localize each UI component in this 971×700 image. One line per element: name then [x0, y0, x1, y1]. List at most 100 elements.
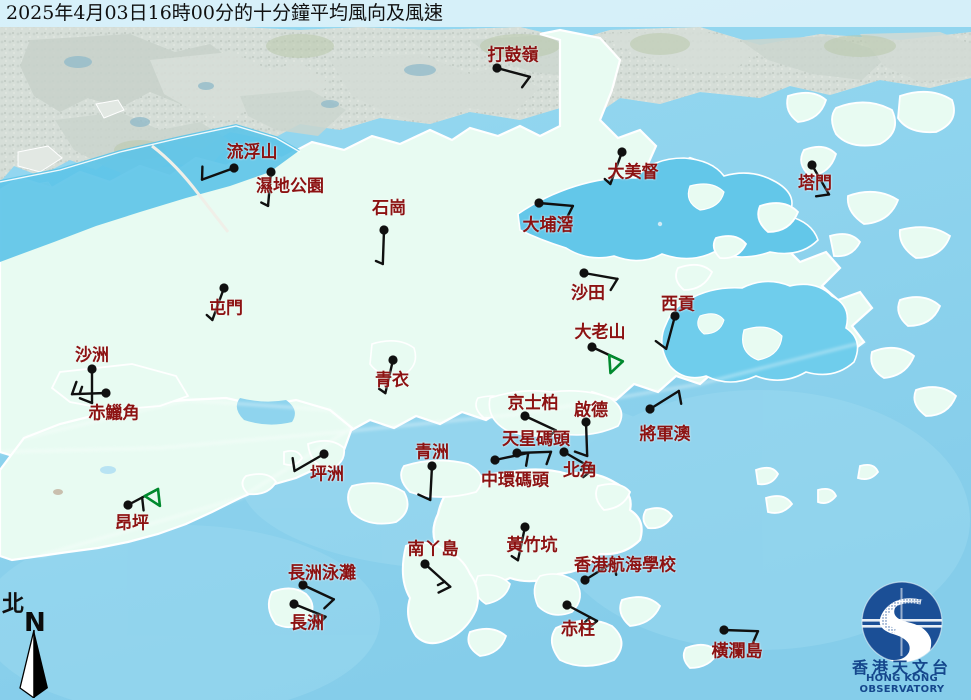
wind-station — [70, 380, 111, 398]
wind-barb-shaft — [381, 228, 386, 266]
wind-barb-shaft — [665, 314, 677, 351]
station-dot — [579, 268, 589, 278]
wind-barb-half-5kt — [583, 616, 592, 624]
wind-barb-full-10kt — [545, 429, 558, 441]
station-dot — [492, 63, 502, 73]
wind-station — [579, 268, 619, 292]
wind-barb-half-5kt — [510, 554, 520, 562]
wind-barb-full-10kt — [573, 450, 589, 458]
wind-station — [510, 522, 530, 562]
wind-barb-full-10kt — [814, 193, 831, 198]
wind-barb-half-5kt — [312, 612, 320, 621]
wind-barb-shaft — [562, 450, 595, 471]
wind-station — [298, 580, 336, 610]
wind-station — [562, 600, 599, 631]
wind-barb-half-5kt — [374, 259, 385, 266]
wind-barb-full-10kt — [140, 496, 145, 512]
wind-barb-half-5kt — [260, 201, 270, 208]
wind-barb-shaft — [211, 286, 226, 322]
wind-station — [123, 487, 162, 512]
compass-north-letter-label: N — [24, 608, 46, 638]
station-dot — [534, 198, 544, 208]
wind-station — [719, 625, 760, 645]
wind-station — [603, 147, 627, 186]
wind-station — [587, 342, 625, 375]
wind-station — [534, 198, 575, 219]
wind-barb-full-10kt — [677, 389, 683, 405]
station-dot — [87, 364, 97, 374]
wind-barb-full-10kt — [585, 619, 599, 631]
hko-logo: 香港天文台 HONG KONG OBSERVATORY — [837, 578, 967, 698]
wind-barb-shaft — [648, 389, 681, 411]
tolo-harbour-water — [517, 157, 819, 262]
station-dot — [420, 559, 430, 569]
wind-station — [78, 364, 97, 405]
wind-barb-shaft — [515, 450, 553, 455]
compass-rose: 北 N — [2, 586, 66, 700]
hong-kong-island — [432, 468, 643, 616]
wind-barb-shaft — [582, 271, 619, 281]
wind-station — [580, 560, 618, 585]
station-dot — [807, 160, 817, 170]
station-dot — [289, 599, 299, 609]
wind-barb-shaft — [200, 166, 236, 181]
wind-station — [374, 225, 389, 266]
wind-barb-shaft — [810, 163, 831, 196]
wind-barb-shaft — [493, 451, 530, 462]
wind-barb-full-10kt — [654, 339, 668, 351]
wind-barb-full-10kt — [291, 456, 296, 473]
wind-barb-full-10kt — [437, 585, 452, 594]
wind-barb-shaft — [423, 562, 452, 588]
hko-emblem-icon — [861, 581, 943, 663]
wind-station — [260, 167, 276, 208]
wind-barb-shaft — [70, 391, 108, 396]
wind-barb-shaft — [722, 628, 760, 633]
wind-barb-shaft — [583, 560, 616, 582]
wind-barb-shaft — [537, 201, 575, 208]
station-dot — [587, 342, 597, 352]
wind-barb-shaft — [292, 602, 327, 618]
wind-barb-half-5kt — [603, 177, 612, 186]
wind-station — [200, 163, 239, 181]
wind-station — [377, 355, 398, 395]
wind-station — [205, 283, 229, 322]
wind-barb-pennant-50kt — [143, 487, 162, 508]
wind-station — [573, 417, 591, 458]
coast-glow — [0, 341, 865, 557]
wind-station — [289, 599, 327, 628]
outlying-islands — [241, 90, 958, 669]
wind-barb-full-10kt — [520, 75, 532, 89]
wind-station — [492, 63, 532, 89]
wind-station — [291, 449, 329, 473]
wind-station — [417, 461, 437, 502]
station-dot — [298, 580, 308, 590]
station-dot — [670, 311, 680, 321]
wind-station — [645, 389, 683, 414]
wind-barb-full-10kt — [565, 204, 575, 219]
wind-station — [490, 451, 530, 467]
hko-logo-english-text: HONG KONG OBSERVATORY — [859, 673, 945, 695]
wind-barb-shaft — [609, 150, 624, 186]
wind-station — [807, 160, 831, 198]
station-dot — [581, 417, 591, 427]
wind-barb-shaft — [429, 464, 434, 502]
wind-barb-half-5kt — [436, 580, 446, 587]
wind-barb-shaft — [293, 452, 326, 473]
wind-barb-full-10kt — [609, 277, 619, 292]
station-dot — [617, 147, 627, 157]
station-dot — [229, 163, 239, 173]
station-dot — [319, 449, 329, 459]
page-title: 2025年4月03日16時00分的十分鐘平均風向及風速 — [6, 2, 443, 24]
wind-barb-pennant-50kt — [607, 353, 625, 375]
station-dot — [645, 404, 655, 414]
wind-barb-full-10kt — [582, 467, 595, 479]
station-dot — [123, 500, 133, 510]
cheung-chau — [267, 587, 314, 629]
wind-barb-shaft — [584, 420, 589, 458]
wind-barb-shaft — [495, 66, 532, 78]
wind-barb-half-5kt — [78, 385, 84, 396]
station-dot — [490, 455, 500, 465]
